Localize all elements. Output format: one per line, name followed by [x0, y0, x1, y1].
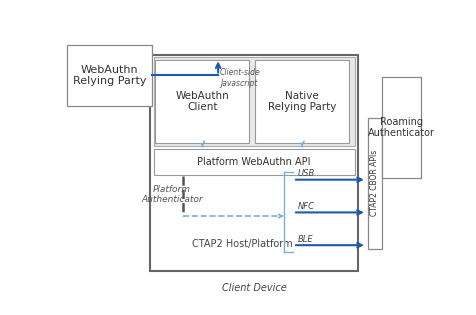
Text: Native
Relying Party: Native Relying Party — [268, 91, 336, 112]
Bar — [255, 60, 349, 143]
Text: CTAP2 Host/Platform: CTAP2 Host/Platform — [192, 239, 293, 249]
Bar — [150, 55, 358, 271]
Text: BLE: BLE — [298, 235, 313, 243]
Text: NFC: NFC — [298, 202, 315, 211]
Bar — [154, 57, 355, 146]
Bar — [367, 118, 382, 249]
Text: Platform
Authenticator: Platform Authenticator — [141, 185, 203, 204]
Bar — [67, 45, 152, 106]
Text: WebAuthn
Relying Party: WebAuthn Relying Party — [72, 65, 146, 86]
Text: Client-side
Javascript: Client-side Javascript — [220, 68, 261, 88]
Text: WebAuthn
Client: WebAuthn Client — [176, 91, 229, 112]
Bar — [155, 60, 249, 143]
Text: CTAP2 CBOR APIs: CTAP2 CBOR APIs — [370, 150, 379, 216]
Text: USB: USB — [298, 169, 315, 178]
Text: Roaming
Authenticator: Roaming Authenticator — [368, 117, 435, 138]
Text: Platform WebAuthn API: Platform WebAuthn API — [198, 157, 311, 167]
Bar — [154, 149, 355, 175]
Bar — [382, 77, 421, 179]
Text: Client Device: Client Device — [222, 283, 287, 293]
